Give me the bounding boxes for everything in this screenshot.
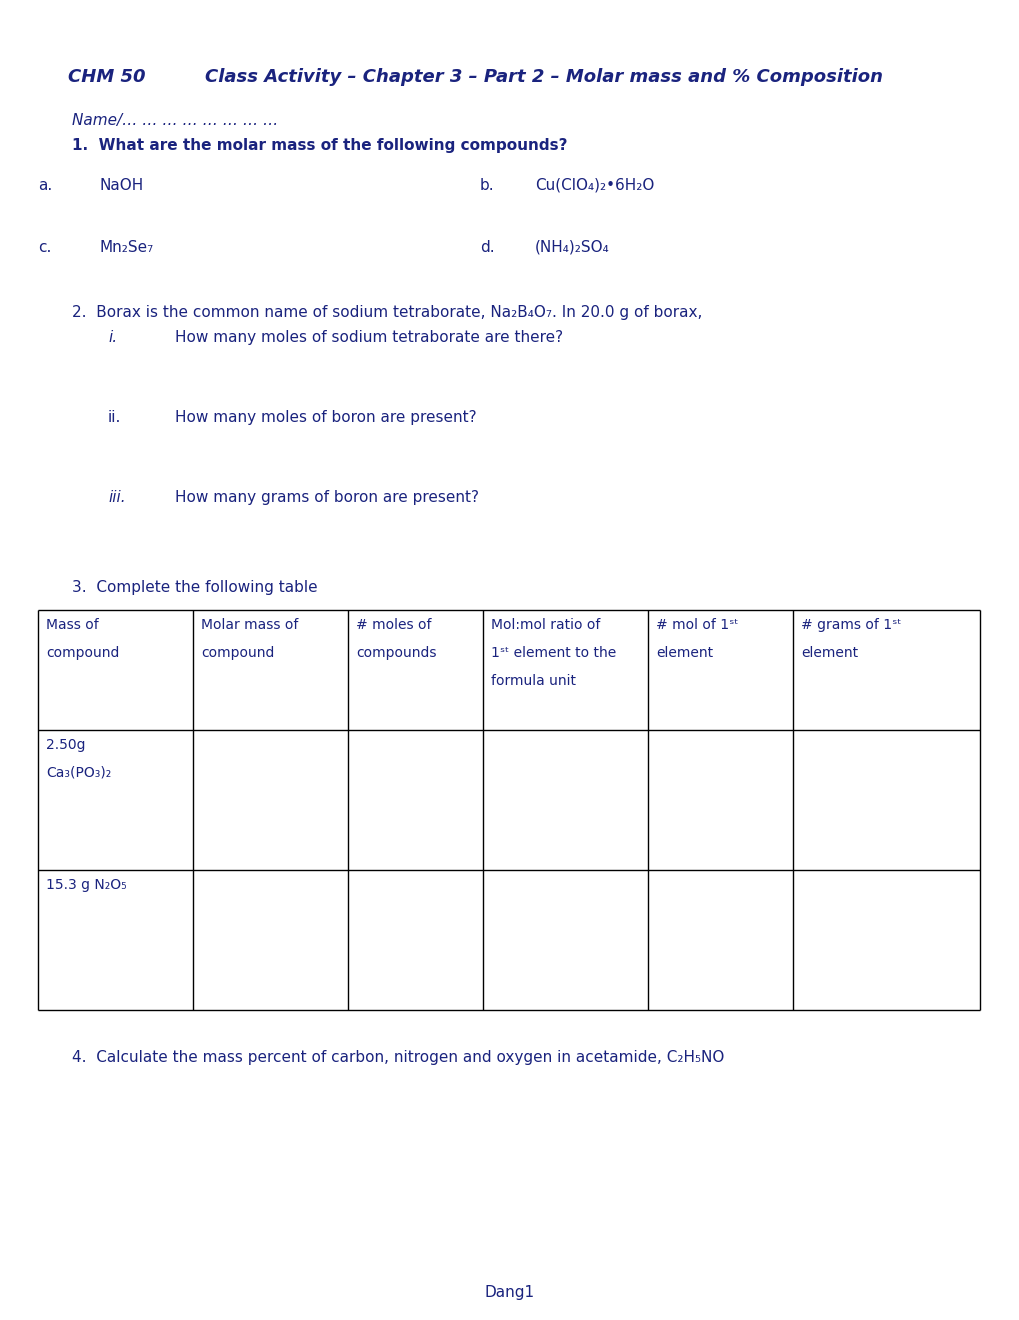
Text: # grams of 1ˢᵗ: # grams of 1ˢᵗ [800,618,901,632]
Text: # moles of: # moles of [356,618,431,632]
Text: i.: i. [108,330,117,345]
Text: Name/… … … … … … … …: Name/… … … … … … … … [72,114,278,128]
Text: Mn₂Se₇: Mn₂Se₇ [100,240,154,255]
Text: Molar mass of: Molar mass of [201,618,299,632]
Text: compound: compound [46,645,119,660]
Text: Dang1: Dang1 [484,1284,535,1300]
Text: compound: compound [201,645,274,660]
Text: ii.: ii. [108,411,121,425]
Text: b.: b. [480,178,494,193]
Text: 15.3 g N₂O₅: 15.3 g N₂O₅ [46,878,126,892]
Text: iii.: iii. [108,490,125,506]
Text: CHM 50: CHM 50 [68,69,146,86]
Text: Class Activity – Chapter 3 – Part 2 – Molar mass and % Composition: Class Activity – Chapter 3 – Part 2 – Mo… [205,69,882,86]
Text: 4.  Calculate the mass percent of carbon, nitrogen and oxygen in acetamide, C₂H₅: 4. Calculate the mass percent of carbon,… [72,1049,723,1065]
Text: d.: d. [480,240,494,255]
Text: 1ˢᵗ element to the: 1ˢᵗ element to the [490,645,615,660]
Text: a.: a. [38,178,52,193]
Text: NaOH: NaOH [100,178,144,193]
Text: 2.50g: 2.50g [46,738,86,752]
Text: How many moles of boron are present?: How many moles of boron are present? [175,411,476,425]
Text: Cu(ClO₄)₂•6H₂O: Cu(ClO₄)₂•6H₂O [535,178,654,193]
Text: compounds: compounds [356,645,436,660]
Text: 2.  Borax is the common name of sodium tetraborate, Na₂B₄O₇. In 20.0 g of borax,: 2. Borax is the common name of sodium te… [72,305,702,319]
Text: formula unit: formula unit [490,675,576,688]
Text: Mol:mol ratio of: Mol:mol ratio of [490,618,600,632]
Text: c.: c. [38,240,51,255]
Text: element: element [800,645,857,660]
Text: element: element [655,645,712,660]
Text: How many grams of boron are present?: How many grams of boron are present? [175,490,479,506]
Text: # mol of 1ˢᵗ: # mol of 1ˢᵗ [655,618,738,632]
Text: Mass of: Mass of [46,618,99,632]
Text: 1.  What are the molar mass of the following compounds?: 1. What are the molar mass of the follow… [72,139,567,153]
Text: Ca₃(PO₃)₂: Ca₃(PO₃)₂ [46,766,111,780]
Text: How many moles of sodium tetraborate are there?: How many moles of sodium tetraborate are… [175,330,562,345]
Text: (NH₄)₂SO₄: (NH₄)₂SO₄ [535,240,609,255]
Text: 3.  Complete the following table: 3. Complete the following table [72,579,317,595]
